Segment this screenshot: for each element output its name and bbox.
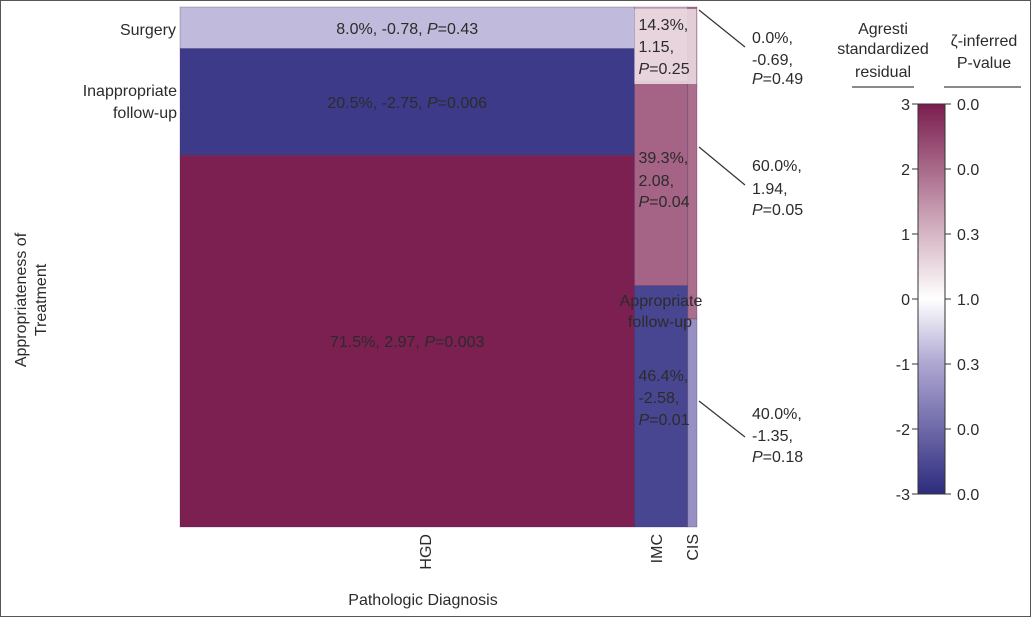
cell-label-cis-appropriate-follow-up-line2: -1.35, xyxy=(752,428,793,445)
cell-label-hgd: 71.5%, 2.97, P=0.003 xyxy=(330,334,484,351)
colorbar-residual-label: 3 xyxy=(901,97,910,114)
cell-label-imc-appropriate-follow-up-line2: -2.58, xyxy=(638,390,679,407)
cell-label-cis-inappropriate-follow-up-line1: 60.0%, xyxy=(752,158,802,175)
cell-label-cis-inappropriate-follow-up-line3: P=0.05 xyxy=(752,202,803,219)
leader-line-cis xyxy=(698,400,746,438)
colorbar-title-left-1: Agresti xyxy=(858,21,908,38)
x-tick-hgd: HGD xyxy=(418,534,435,570)
colorbar-pvalue-label: 0.0 xyxy=(957,162,979,179)
row-label-inappropriate-line2: follow-up xyxy=(113,105,177,122)
colorbar xyxy=(917,103,946,495)
colorbar-residual-label: 2 xyxy=(901,162,910,179)
row-label-appropriate-line1: Appropriate xyxy=(620,293,703,310)
colorbar-pvalue-label: 0.0 xyxy=(957,487,979,504)
mosaic-cells xyxy=(179,6,698,528)
imc-surgery-label-bg xyxy=(634,9,697,84)
row-label-surgery: Surgery xyxy=(120,22,176,39)
cell-label-imc-appropriate-follow-up-line1: 46.4%, xyxy=(638,368,688,385)
colorbar-ticks: 3 0.0 2 0.0 1 0.3 0 1.0 -1 0.3 -2 0.0 -3 0.0 xyxy=(896,97,980,504)
cell-label-imc-surgery-line3: P=0.25 xyxy=(638,61,689,78)
x-tick-cis: CIS xyxy=(685,534,702,561)
cell-label-cis-appropriate-follow-up-line3: P=0.18 xyxy=(752,449,803,466)
cell-label-imc-inappropriate-follow-up-line3: P=0.04 xyxy=(638,194,689,211)
cell-label-hgd: 20.5%, -2.75, P=0.006 xyxy=(327,95,487,112)
x-axis-ticks: HGD IMC CIS xyxy=(418,534,702,570)
colorbar-title-left-2: standardized xyxy=(837,41,929,58)
colorbar-pvalue-label: 0.3 xyxy=(957,357,979,374)
y-axis-title-line1: Appropriateness of xyxy=(13,232,30,367)
leader-line-cis xyxy=(698,9,746,48)
cell-hgd-surgery xyxy=(179,6,635,49)
colorbar-residual-label: 1 xyxy=(901,227,910,244)
cell-label-imc-inappropriate-follow-up-line1: 39.3%, xyxy=(638,150,688,167)
colorbar-residual-label: -3 xyxy=(896,487,910,504)
cell-label-imc-appropriate-follow-up-line3: P=0.01 xyxy=(638,412,689,429)
colorbar-title-right-2: P-value xyxy=(957,55,1011,72)
cell-imc-appropriate-follow-up xyxy=(634,285,689,528)
colorbar-residual-label: -2 xyxy=(896,422,910,439)
colorbar-residual-label: -1 xyxy=(896,357,910,374)
cell-label-cis-surgery-line3: P=0.49 xyxy=(752,71,803,88)
cell-cis-appropriate-follow-up xyxy=(687,318,698,528)
leader-line-cis xyxy=(698,146,746,186)
colorbar-pvalue-label: 0.0 xyxy=(957,97,979,114)
cell-label-imc-surgery-line2: 1.15, xyxy=(638,39,674,56)
leader-lines xyxy=(698,9,746,438)
cell-label-cis-inappropriate-follow-up-line2: 1.94, xyxy=(752,181,788,198)
cell-label-imc-surgery-line1: 14.3%, xyxy=(638,17,688,34)
colorbar-pvalue-label: 0.3 xyxy=(957,227,979,244)
cell-label-hgd: 8.0%, -0.78, P=0.43 xyxy=(336,21,478,38)
cell-label-cis-appropriate-follow-up-line1: 40.0%, xyxy=(752,406,802,423)
cell-label-imc-inappropriate-follow-up-line2: 2.08, xyxy=(638,173,674,190)
y-axis-title-line2: Treatment xyxy=(33,263,50,336)
colorbar-residual-label: 0 xyxy=(901,292,910,309)
cell-hgd-appropriate-follow-up xyxy=(179,154,635,528)
cell-hgd-inappropriate-follow-up xyxy=(179,48,635,156)
colorbar-title-right-1: ζ-inferred xyxy=(951,33,1018,50)
colorbar-pvalue-label: 0.0 xyxy=(957,422,979,439)
cell-label-cis-surgery-line1: 0.0%, xyxy=(752,30,793,47)
x-axis-title: Pathologic Diagnosis xyxy=(348,592,497,609)
colorbar-title-left-3: residual xyxy=(855,64,911,81)
cell-label-cis-surgery-line2: -0.69, xyxy=(752,52,793,69)
colorbar-pvalue-label: 1.0 xyxy=(957,292,979,309)
cell-labels: 8.0%, -0.78, P=0.43 20.5%, -2.75, P=0.006… xyxy=(327,9,803,466)
row-label-inappropriate-line1: Inappropriate xyxy=(83,83,177,100)
row-label-appropriate-line2: follow-up xyxy=(628,314,692,331)
x-tick-imc: IMC xyxy=(649,534,666,563)
